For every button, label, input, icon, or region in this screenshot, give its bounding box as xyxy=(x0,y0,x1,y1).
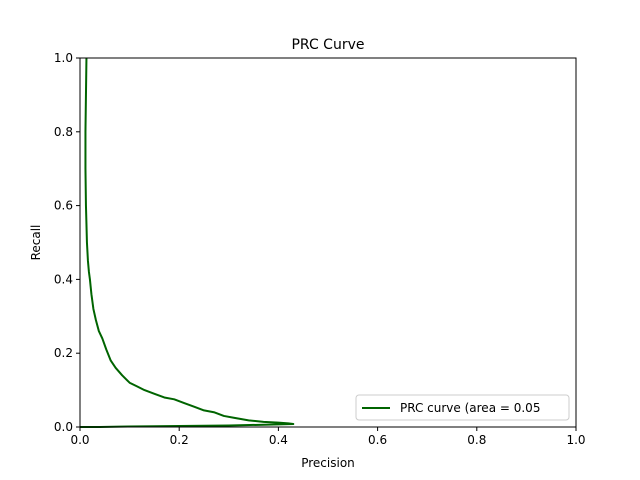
x-tick-label: 0.4 xyxy=(269,433,288,447)
chart-title: PRC Curve xyxy=(291,37,364,53)
y-tick-label: 0.4 xyxy=(54,272,73,286)
x-tick-label: 0.8 xyxy=(467,433,486,447)
x-tick-label: 0.6 xyxy=(368,433,387,447)
legend: PRC curve (area = 0.05 xyxy=(355,394,570,421)
y-axis-label: Recall xyxy=(29,225,43,261)
plot-area xyxy=(80,58,576,427)
x-axis-label: Precision xyxy=(301,456,355,470)
y-tick-label: 0.6 xyxy=(54,199,73,213)
legend-entry: PRC curve (area = 0.05 xyxy=(400,401,540,415)
legend-box xyxy=(355,394,570,421)
x-axis-ticks: 0.0 0.2 0.4 0.6 0.8 1.0 xyxy=(70,427,586,447)
y-tick-label: 1.0 xyxy=(54,51,73,65)
y-tick-label: 0.8 xyxy=(54,125,73,139)
plot-frame xyxy=(79,57,577,428)
y-tick-label: 0.0 xyxy=(54,420,73,434)
series-layer xyxy=(80,57,295,428)
x-tick-label: 0.0 xyxy=(70,433,89,447)
y-axis-ticks: 0.0 0.2 0.4 0.6 0.8 1.0 xyxy=(54,51,80,434)
y-tick-label: 0.2 xyxy=(54,346,73,360)
prc-curve-line xyxy=(80,57,295,428)
x-tick-label: 0.2 xyxy=(170,433,189,447)
x-tick-label: 1.0 xyxy=(566,433,585,447)
